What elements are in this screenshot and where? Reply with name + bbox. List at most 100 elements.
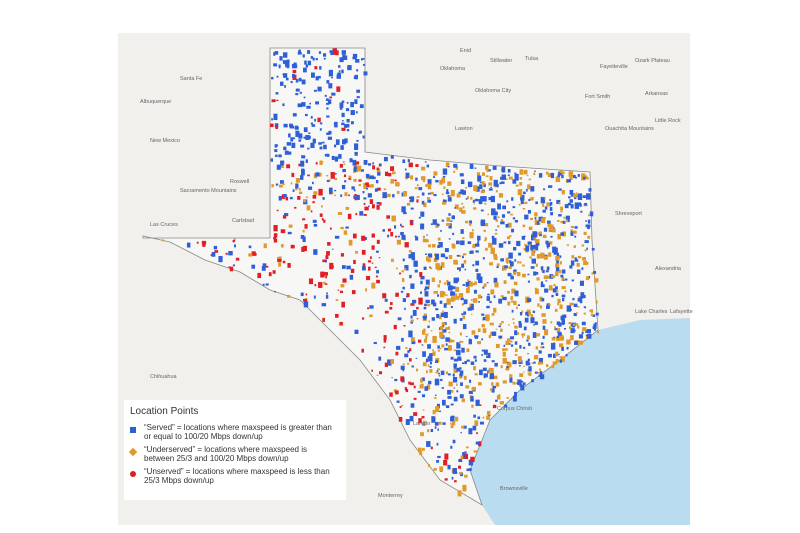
location-point xyxy=(532,332,537,338)
location-point xyxy=(574,259,579,262)
location-point xyxy=(483,349,488,355)
location-point xyxy=(352,53,358,58)
location-point xyxy=(232,239,235,243)
location-point xyxy=(300,144,305,148)
location-point xyxy=(394,378,398,382)
location-point xyxy=(474,167,477,169)
location-point xyxy=(561,294,566,298)
location-point xyxy=(466,359,470,362)
location-point xyxy=(509,261,514,267)
location-point xyxy=(484,237,487,241)
location-point xyxy=(450,220,453,222)
location-point xyxy=(538,361,541,365)
location-point xyxy=(327,99,332,105)
location-point xyxy=(424,288,427,291)
location-point xyxy=(499,401,505,405)
location-point xyxy=(376,167,379,171)
location-point xyxy=(457,356,462,361)
location-point xyxy=(545,364,549,368)
location-point xyxy=(390,181,392,184)
location-point xyxy=(548,285,553,291)
location-point xyxy=(323,53,327,57)
location-point xyxy=(394,179,397,182)
location-point xyxy=(450,356,454,360)
location-point xyxy=(427,192,431,195)
location-point xyxy=(495,382,500,387)
location-point xyxy=(334,189,337,192)
location-point xyxy=(549,241,553,245)
location-point xyxy=(577,255,582,259)
location-point xyxy=(413,260,418,267)
location-point xyxy=(460,382,463,386)
location-point xyxy=(310,122,314,125)
location-point xyxy=(437,345,440,349)
location-point xyxy=(361,317,365,320)
location-point xyxy=(433,290,438,294)
location-point xyxy=(440,378,443,382)
location-point xyxy=(341,127,346,131)
location-point xyxy=(401,206,406,213)
location-point xyxy=(437,245,440,248)
location-point xyxy=(424,161,427,163)
location-point xyxy=(384,171,389,177)
location-point xyxy=(437,455,441,459)
location-point xyxy=(371,262,374,264)
location-point xyxy=(427,344,431,349)
location-point xyxy=(397,317,402,321)
location-point xyxy=(301,155,306,159)
location-point xyxy=(367,163,372,166)
location-point xyxy=(275,154,278,157)
location-point xyxy=(447,286,451,291)
location-point xyxy=(572,297,575,301)
location-point xyxy=(447,373,451,376)
location-point xyxy=(383,188,387,191)
location-point xyxy=(510,344,514,347)
location-point xyxy=(424,291,429,297)
location-point xyxy=(363,213,367,216)
location-point xyxy=(536,333,541,337)
location-point xyxy=(341,122,345,126)
location-point xyxy=(553,251,557,255)
location-point xyxy=(517,379,522,386)
location-point xyxy=(559,304,563,309)
location-point xyxy=(396,190,400,194)
location-point xyxy=(295,78,299,83)
location-point xyxy=(400,365,405,370)
location-point xyxy=(324,153,328,157)
location-point xyxy=(298,77,302,82)
location-point xyxy=(294,126,299,130)
location-point xyxy=(311,181,314,185)
location-point xyxy=(590,309,594,313)
location-point xyxy=(527,280,530,283)
location-point xyxy=(339,106,343,110)
location-point xyxy=(506,178,508,181)
location-point xyxy=(445,343,448,346)
location-point xyxy=(390,155,394,159)
location-point xyxy=(372,162,374,165)
location-point xyxy=(508,362,512,368)
location-point xyxy=(462,453,467,459)
location-point xyxy=(469,163,474,169)
location-point xyxy=(446,217,451,222)
location-point xyxy=(573,329,576,332)
location-point xyxy=(509,260,512,264)
location-point xyxy=(439,242,443,248)
location-point xyxy=(301,79,306,85)
location-point xyxy=(335,139,340,145)
location-point xyxy=(337,289,340,291)
location-point xyxy=(453,170,456,173)
location-point xyxy=(505,257,509,263)
location-point xyxy=(550,201,553,206)
location-point xyxy=(454,480,457,483)
place-label: Laredo xyxy=(413,421,430,427)
location-point xyxy=(551,337,556,341)
location-point xyxy=(344,124,348,128)
location-point xyxy=(279,56,283,61)
location-point xyxy=(534,212,538,217)
location-point xyxy=(459,173,464,177)
location-point xyxy=(405,388,409,393)
location-point xyxy=(376,270,380,274)
location-point xyxy=(323,281,326,285)
location-point xyxy=(526,339,529,342)
location-point xyxy=(488,367,491,371)
